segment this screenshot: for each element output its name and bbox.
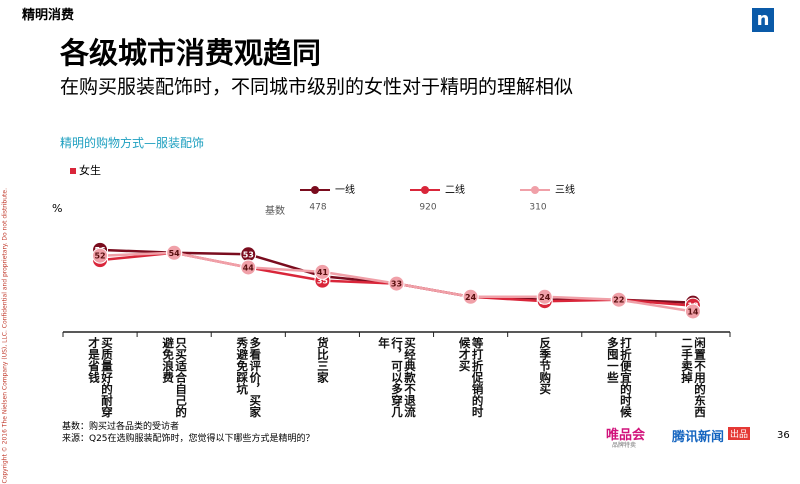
subtitle: 在购买服装配饰时，不同城市级别的女性对于精明的理解相似 (60, 76, 574, 98)
x-tick-label: 反季节购买 (538, 337, 553, 395)
data-label: 35 (317, 277, 329, 286)
point (92, 247, 109, 264)
base-label: 基数 (265, 206, 285, 217)
unit: % (52, 202, 63, 215)
base-value: 920 (419, 203, 436, 213)
legend-label: 一线 (335, 183, 355, 196)
point (536, 288, 553, 305)
base-value: 478 (309, 203, 326, 213)
x-tick-label: 打折便宜的时候多囤一些 (605, 337, 633, 418)
legend-marker (421, 186, 429, 194)
point (388, 275, 405, 292)
x-tick-label: 买质量好的耐穿才是省钱 (87, 337, 115, 418)
x-tick-label: 多看评价，买家秀避免踩坑 (235, 337, 263, 418)
filter: 女生 (70, 162, 101, 178)
legend-label: 二线 (445, 183, 465, 196)
data-label: 24 (465, 293, 477, 302)
brand1: 唯品会 (606, 428, 646, 443)
point (462, 288, 479, 305)
x-tick-label: 买经典款不退流行，可以多穿几年 (377, 337, 417, 418)
filter-label: 女生 (79, 164, 101, 177)
data-label: 33 (391, 280, 402, 289)
chart: 一线478二线920三线3105654533833242222204954443… (62, 183, 731, 337)
logo: n (752, 8, 774, 32)
legend-marker (311, 186, 319, 194)
section: 精明的购物方式—服装配饰 (60, 136, 205, 150)
data-label: 14 (687, 307, 699, 316)
data-label: 53 (243, 250, 254, 259)
base-value: 310 (529, 203, 546, 213)
point (240, 259, 257, 276)
x-tick-label: 只买适合自己的避免浪费 (161, 337, 189, 418)
point (684, 303, 701, 320)
slide: 精明消费 n 各级城市消费观趋同 在购买服装配饰时，不同城市级别的女性对于精明的… (1, 8, 790, 484)
brand1-sub: 品牌特卖 (612, 442, 637, 449)
title: 各级城市消费观趋同 (60, 36, 322, 70)
data-label: 24 (539, 293, 551, 302)
footer-source: 来源：Q25在选购服装配饰时，您觉得以下哪些方式是精明的？ (62, 434, 315, 444)
x-tick-label: 货比三家 (315, 337, 330, 383)
footer-base: 基数：购买过各品类的受访者 (62, 422, 180, 432)
point (314, 263, 331, 280)
data-label: 54 (169, 249, 181, 258)
x-tick-label: 闲置不用的东西二手卖掉 (679, 337, 707, 418)
data-label: 22 (613, 296, 624, 305)
header-tag: 精明消费 (22, 8, 75, 23)
data-label: 44 (243, 263, 255, 272)
point (610, 291, 627, 308)
x-tick-label: 等打折促销的时候才买 (457, 337, 485, 418)
brand2-tag: 出品 (728, 427, 751, 440)
brand2: 腾讯新闻 (672, 430, 725, 445)
page-number: 36 (777, 430, 790, 441)
data-label: 41 (317, 268, 329, 277)
point (166, 244, 183, 261)
legend-marker (531, 186, 539, 194)
data-label: 52 (94, 252, 105, 261)
legend-label: 三线 (555, 183, 575, 196)
